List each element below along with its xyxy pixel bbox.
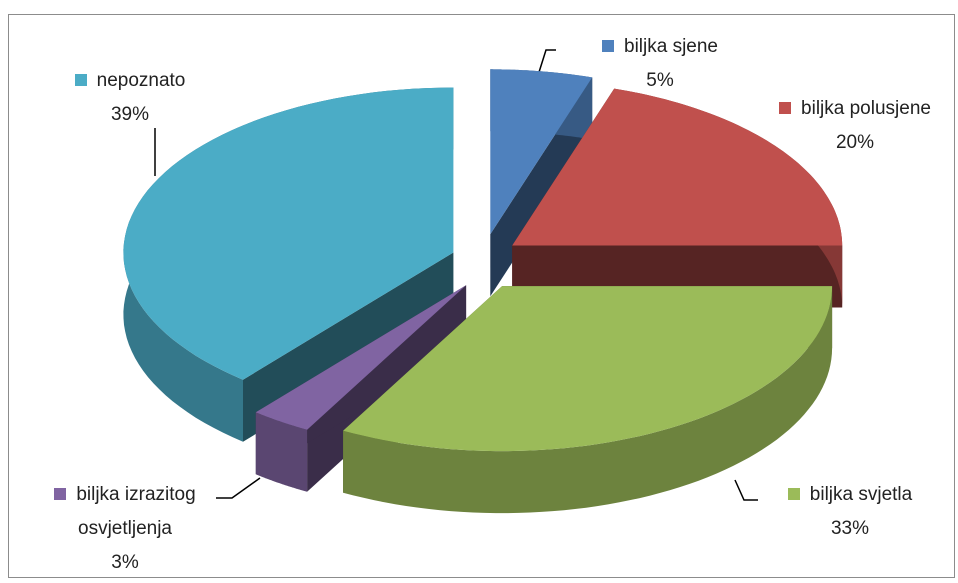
data-label: biljka polusjene 20% xyxy=(740,92,958,160)
value-label: 3% xyxy=(111,552,139,573)
slice-top xyxy=(343,286,833,452)
slice-wall xyxy=(343,286,833,514)
leader-line xyxy=(734,479,758,501)
data-label: biljka izrazitog osvjetljenja 3% xyxy=(20,478,230,580)
slice-wall xyxy=(255,412,308,492)
legend-swatch xyxy=(602,40,614,52)
slice-top xyxy=(255,285,467,430)
value-label: 5% xyxy=(646,70,674,91)
category-label: biljka izrazitog osvjetljenja xyxy=(76,484,196,539)
chart-border xyxy=(8,14,955,578)
value-label: 33% xyxy=(830,518,870,539)
legend-swatch xyxy=(54,488,67,500)
category-label: nepoznato xyxy=(96,70,186,91)
slice-top xyxy=(123,87,454,380)
legend-swatch xyxy=(74,74,87,86)
data-label: biljka svjetla 33% xyxy=(740,478,958,546)
value-label: 20% xyxy=(835,132,875,153)
category-label: biljka svjetla xyxy=(809,484,913,505)
category-label: biljka polusjene xyxy=(801,98,931,119)
data-label: biljka sjene 5% xyxy=(560,30,760,98)
leader-line xyxy=(216,477,261,499)
slice-top xyxy=(512,88,843,246)
legend-swatch xyxy=(779,102,792,114)
data-label: nepoznato 39% xyxy=(30,64,230,132)
value-label: 39% xyxy=(110,104,150,125)
legend-swatch xyxy=(787,488,800,500)
slice-top xyxy=(490,69,593,235)
category-label: biljka sjene xyxy=(624,36,718,57)
pie-slice xyxy=(343,286,833,514)
